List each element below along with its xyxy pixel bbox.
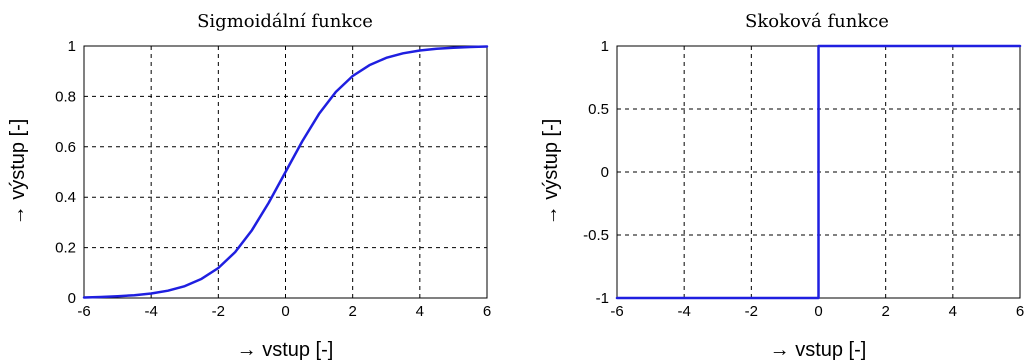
x-tick-label: 2 — [881, 303, 889, 320]
x-tick-label: 6 — [1016, 303, 1024, 320]
y-tick-label: -1 — [596, 290, 609, 307]
plot-area: -6 -4 -2 0 2 4 6 -1 -0.5 0 0.5 1 — [583, 38, 1024, 320]
series-line — [82, 45, 489, 299]
x-axis-label: → vstup [-] — [770, 339, 867, 361]
x-tick-label: 4 — [949, 303, 957, 320]
y-tick-label: -0.5 — [583, 227, 609, 244]
chart-title: Skoková funkce — [745, 11, 889, 32]
x-tick-label: 0 — [281, 303, 289, 320]
x-tick-label: -2 — [212, 303, 225, 320]
series-line — [615, 44, 1022, 300]
y-tick-label: 0 — [601, 164, 609, 181]
x-tick-label: 6 — [483, 303, 491, 320]
x-tick-label: -4 — [677, 303, 690, 320]
y-tick-label: 1 — [68, 38, 76, 55]
y-axis-label: → výstup [-] — [7, 119, 29, 226]
x-tick-label: 4 — [416, 303, 424, 320]
y-tick-label: 0 — [68, 290, 76, 307]
plot-area: -6 -4 -2 0 2 4 6 0 0.2 0.4 0.6 0.8 1 — [55, 38, 491, 320]
y-tick-label: 0.5 — [588, 101, 609, 118]
x-tick-label: -6 — [77, 303, 90, 320]
y-axis-label: → výstup [-] — [540, 119, 562, 226]
y-tick-label: 1 — [601, 38, 609, 55]
y-tick-label: 0.8 — [55, 88, 76, 105]
x-tick-label: -4 — [144, 303, 157, 320]
x-tick-label: -6 — [610, 303, 623, 320]
x-tick-label: -2 — [745, 303, 758, 320]
x-tick-label: 2 — [348, 303, 356, 320]
y-tick-label: 0.4 — [55, 189, 76, 206]
chart-step: Skoková funkce → vstup [-] → výstup [-] … — [540, 11, 1024, 361]
x-tick-label: 0 — [814, 303, 822, 320]
y-tick-label: 0.6 — [55, 139, 76, 156]
chart-title: Sigmoidální funkce — [197, 11, 373, 32]
x-axis-label: → vstup [-] — [237, 339, 334, 361]
y-tick-label: 0.2 — [55, 240, 76, 257]
chart-sigmoid: Sigmoidální funkce → vstup [-] → výstup … — [7, 11, 491, 361]
